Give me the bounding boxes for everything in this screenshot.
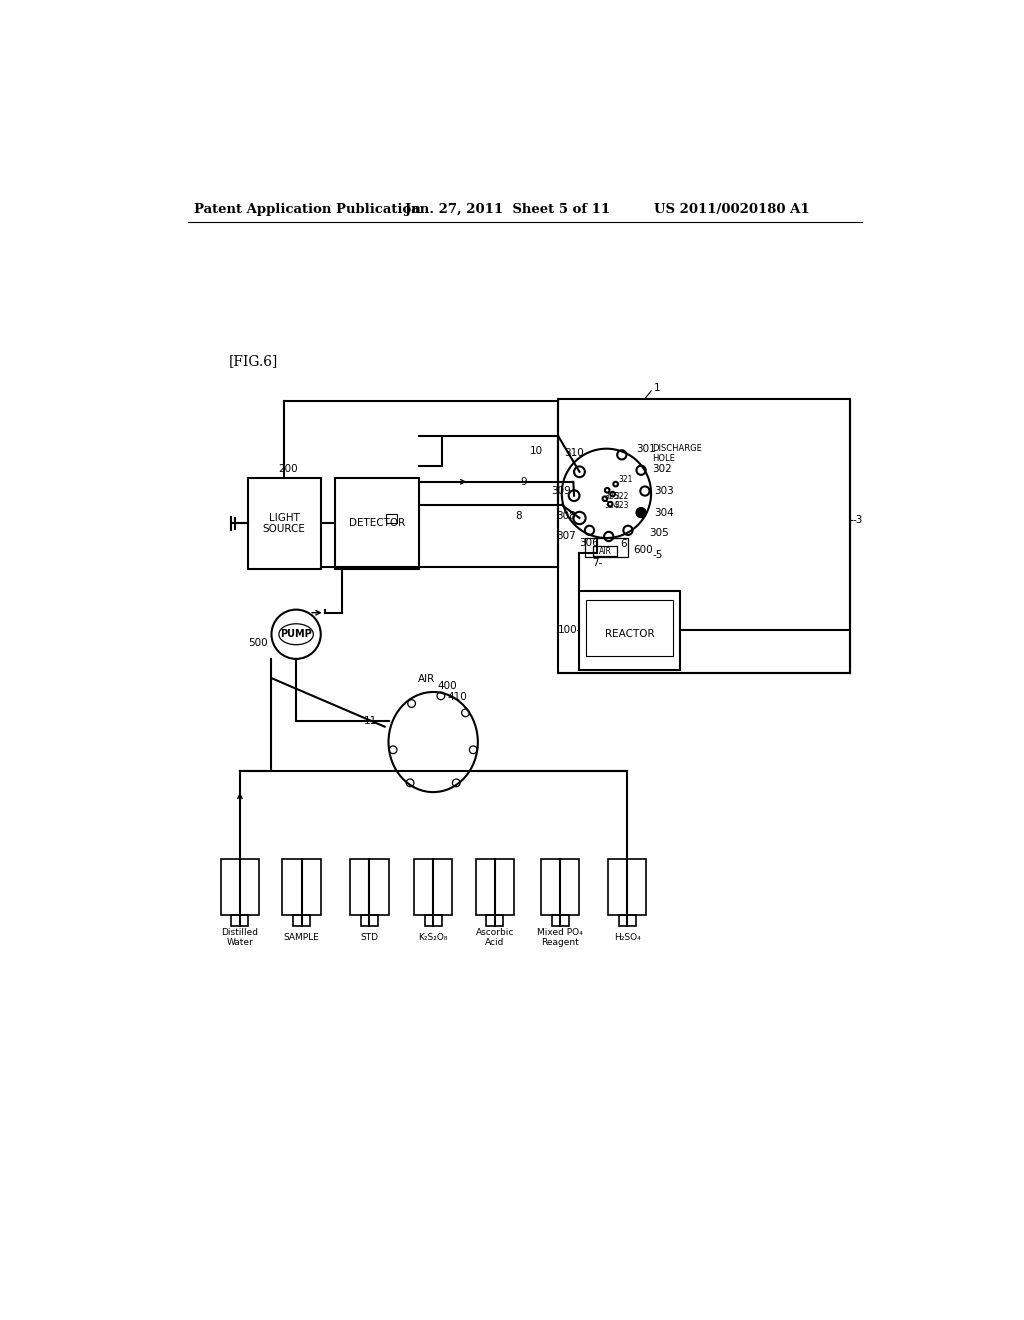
Text: US 2011/0020180 A1: US 2011/0020180 A1: [654, 203, 810, 216]
Text: 301: 301: [636, 444, 655, 454]
Text: K₂S₂O₈: K₂S₂O₈: [419, 933, 447, 942]
Text: 400: 400: [437, 681, 457, 690]
Bar: [586, 601, 674, 656]
Text: LIGHT
SOURCE: LIGHT SOURCE: [263, 512, 305, 535]
Text: 322: 322: [614, 492, 629, 500]
Text: 200: 200: [279, 463, 298, 474]
Text: 309: 309: [551, 486, 570, 496]
Text: 302: 302: [652, 463, 673, 474]
Text: 1: 1: [654, 383, 660, 393]
Text: 9: 9: [520, 477, 526, 487]
Text: 11: 11: [364, 715, 377, 726]
Bar: [552, 915, 568, 927]
Text: Patent Application Publication: Patent Application Publication: [194, 203, 421, 216]
Text: 500: 500: [249, 639, 268, 648]
Text: 410: 410: [447, 693, 467, 702]
Bar: [350, 859, 388, 915]
Bar: [248, 478, 321, 569]
Text: [FIG.6]: [FIG.6]: [229, 354, 279, 368]
Text: 325: 325: [605, 492, 620, 500]
Bar: [231, 915, 249, 927]
Text: 10: 10: [529, 446, 543, 455]
Text: 323: 323: [614, 502, 629, 510]
Text: H₂SO₄: H₂SO₄: [613, 933, 641, 942]
Text: Distilled
Water: Distilled Water: [221, 928, 258, 948]
Text: DETECTOR: DETECTOR: [349, 519, 406, 528]
Bar: [608, 859, 646, 915]
Bar: [220, 859, 259, 915]
Bar: [386, 515, 397, 524]
Text: 321: 321: [617, 475, 633, 484]
Bar: [360, 915, 378, 927]
Text: 306: 306: [580, 539, 599, 548]
Text: PUMP: PUMP: [281, 630, 312, 639]
Bar: [486, 915, 503, 927]
Text: 7-: 7-: [593, 557, 603, 568]
Text: 305: 305: [649, 528, 669, 539]
Bar: [585, 539, 628, 557]
Text: 324: 324: [605, 502, 620, 510]
Text: AIR: AIR: [598, 546, 611, 556]
Bar: [541, 859, 580, 915]
Text: 310: 310: [564, 449, 584, 458]
Bar: [593, 545, 617, 557]
Bar: [283, 859, 321, 915]
Text: STD: STD: [360, 933, 378, 942]
Text: 303: 303: [654, 486, 674, 496]
Circle shape: [637, 508, 646, 517]
Text: Jan. 27, 2011  Sheet 5 of 11: Jan. 27, 2011 Sheet 5 of 11: [406, 203, 610, 216]
Bar: [475, 859, 514, 915]
Text: 308: 308: [556, 511, 577, 521]
Bar: [558, 399, 850, 673]
Text: SAMPLE: SAMPLE: [284, 933, 319, 942]
Text: 8: 8: [515, 511, 522, 521]
Text: Ascorbic
Acid: Ascorbic Acid: [475, 928, 514, 948]
Text: AIR: AIR: [419, 675, 435, 684]
Text: REACTOR: REACTOR: [605, 630, 654, 639]
Text: 307: 307: [556, 532, 577, 541]
Bar: [618, 915, 636, 927]
Text: 6: 6: [621, 539, 627, 549]
Bar: [580, 591, 680, 669]
Text: Mixed PO₄
Reagent: Mixed PO₄ Reagent: [538, 928, 583, 948]
Text: 600: 600: [634, 545, 653, 556]
Bar: [293, 915, 310, 927]
Text: -3: -3: [852, 515, 862, 525]
Bar: [335, 478, 419, 569]
Bar: [414, 859, 453, 915]
Text: 304: 304: [654, 508, 674, 517]
Text: 100-: 100-: [558, 626, 582, 635]
Text: -5: -5: [652, 550, 663, 560]
Text: DISCHARGE
HOLE: DISCHARGE HOLE: [652, 444, 702, 463]
Bar: [425, 915, 441, 927]
